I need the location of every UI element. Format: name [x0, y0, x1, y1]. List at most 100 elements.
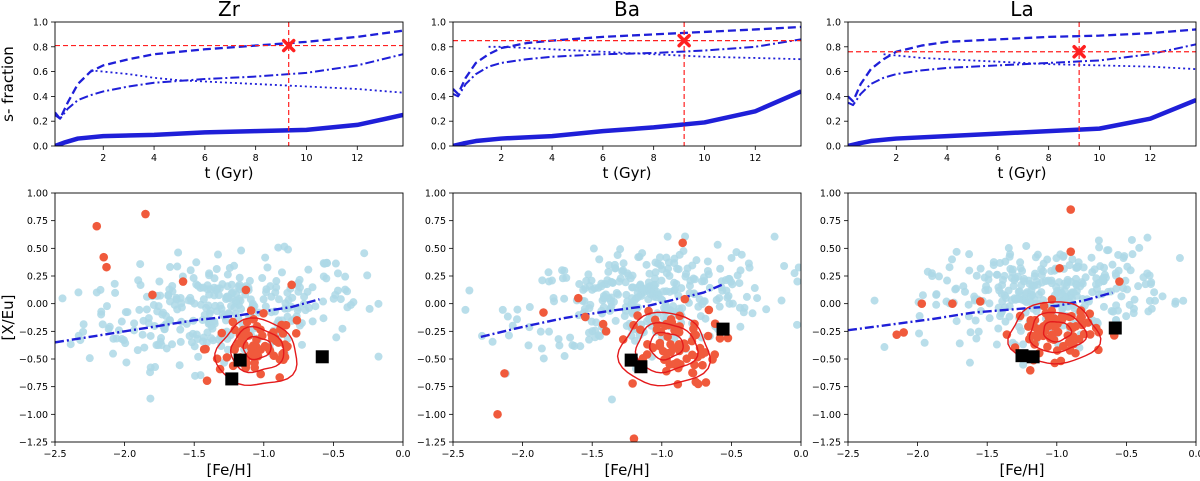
- field-point: [976, 264, 985, 273]
- series-thick: [453, 89, 801, 146]
- field-point: [284, 245, 293, 254]
- y-tick-label: 0.8: [431, 42, 446, 53]
- field-point: [682, 269, 691, 278]
- field-point: [133, 346, 142, 355]
- field-point: [498, 305, 507, 314]
- panel-la-scatter: −1.25 −1.00 −0.75 −0.50 −0.25 0.00 0.25 0.50 0.7…: [812, 189, 1200, 480]
- field-point: [123, 308, 132, 317]
- cluster-point: [148, 290, 157, 300]
- field-point: [374, 299, 383, 308]
- y-tick-label: −0.25: [417, 327, 446, 338]
- field-point: [670, 285, 679, 294]
- x-tick-label: 12: [351, 153, 363, 164]
- field-point: [176, 325, 185, 334]
- panel-title: Zr: [218, 0, 241, 21]
- field-point: [934, 272, 943, 281]
- field-point: [585, 335, 594, 344]
- field-point: [984, 285, 993, 294]
- cluster-point: [723, 333, 733, 343]
- field-point: [204, 301, 213, 310]
- density-contour: [229, 325, 285, 374]
- field-point: [1119, 254, 1128, 263]
- field-point: [192, 258, 201, 267]
- field-point: [168, 340, 177, 349]
- field-point: [194, 352, 203, 361]
- x-tick-label: −2.5: [836, 449, 859, 460]
- field-point: [1018, 266, 1027, 275]
- x-tick-label: 0.0: [395, 449, 410, 460]
- field-point: [266, 282, 275, 291]
- field-point: [737, 250, 746, 259]
- field-point: [915, 329, 924, 338]
- field-point: [1016, 326, 1025, 335]
- field-point: [288, 293, 297, 302]
- field-point: [605, 261, 614, 270]
- cluster-point: [633, 311, 642, 320]
- field-point: [642, 260, 651, 269]
- field-point: [1022, 242, 1031, 251]
- panel-title: Ba: [614, 0, 640, 21]
- y-tick-label: −0.25: [812, 327, 841, 338]
- field-point: [1027, 286, 1036, 295]
- field-point: [303, 287, 312, 296]
- x-axis-label: [Fe/H]: [604, 461, 649, 479]
- field-point: [653, 259, 662, 268]
- series-dotted: [883, 53, 1196, 71]
- field-point: [513, 305, 522, 314]
- field-point: [994, 324, 1003, 333]
- field-point: [959, 282, 968, 291]
- cluster-point: [242, 317, 252, 327]
- field-point: [281, 299, 290, 308]
- field-point: [176, 337, 185, 346]
- field-point: [739, 308, 748, 317]
- cluster-point: [278, 329, 288, 338]
- field-point: [149, 301, 158, 310]
- y-tick-label: 0.6: [826, 67, 841, 78]
- field-point: [203, 328, 212, 337]
- field-point: [972, 271, 981, 280]
- field-point: [336, 295, 345, 304]
- x-axis-label: t (Gyr): [204, 164, 253, 182]
- x-tick-label: −1.0: [252, 449, 275, 460]
- field-point: [174, 248, 183, 257]
- density-contour: [1028, 311, 1088, 354]
- cluster-point: [1052, 346, 1062, 355]
- field-point: [1099, 302, 1108, 311]
- field-point: [1100, 263, 1109, 272]
- cluster-point: [249, 315, 258, 324]
- field-point: [646, 285, 655, 294]
- field-point: [217, 304, 226, 313]
- field-point: [964, 300, 973, 309]
- field-point: [762, 305, 771, 314]
- y-tick-label: 0.2: [33, 117, 48, 128]
- panel-ba-line: 0.0 0.2 0.4 0.6 0.8 1.0 2 4 6 8 10 12 Ba t (Gyr): [431, 0, 802, 182]
- reference-marker: [677, 33, 691, 48]
- field-point: [1001, 317, 1010, 326]
- x-tick-label: −0.5: [1115, 449, 1138, 460]
- cluster-point: [629, 434, 639, 442]
- field-point: [155, 277, 164, 286]
- x-tick-label: 2: [893, 153, 899, 164]
- cluster-point: [241, 285, 251, 295]
- field-point: [612, 289, 621, 298]
- field-point: [1111, 269, 1120, 278]
- y-tick-label: 0.25: [820, 272, 841, 283]
- field-point: [1025, 297, 1034, 306]
- cluster-point: [1047, 330, 1057, 339]
- field-point: [338, 324, 347, 333]
- field-point: [213, 250, 222, 259]
- field-point: [657, 276, 666, 285]
- field-point: [703, 257, 712, 266]
- field-point: [199, 283, 208, 292]
- y-tick-label: −1.25: [19, 438, 48, 449]
- field-point: [611, 316, 620, 325]
- field-point: [793, 320, 801, 329]
- field-point: [597, 282, 606, 291]
- cluster-point: [500, 369, 509, 378]
- field-point: [363, 271, 372, 280]
- x-tick-label: −0.5: [322, 449, 345, 460]
- x-tick-label: −0.5: [720, 449, 743, 460]
- cluster-point: [697, 349, 707, 359]
- field-point: [261, 253, 270, 262]
